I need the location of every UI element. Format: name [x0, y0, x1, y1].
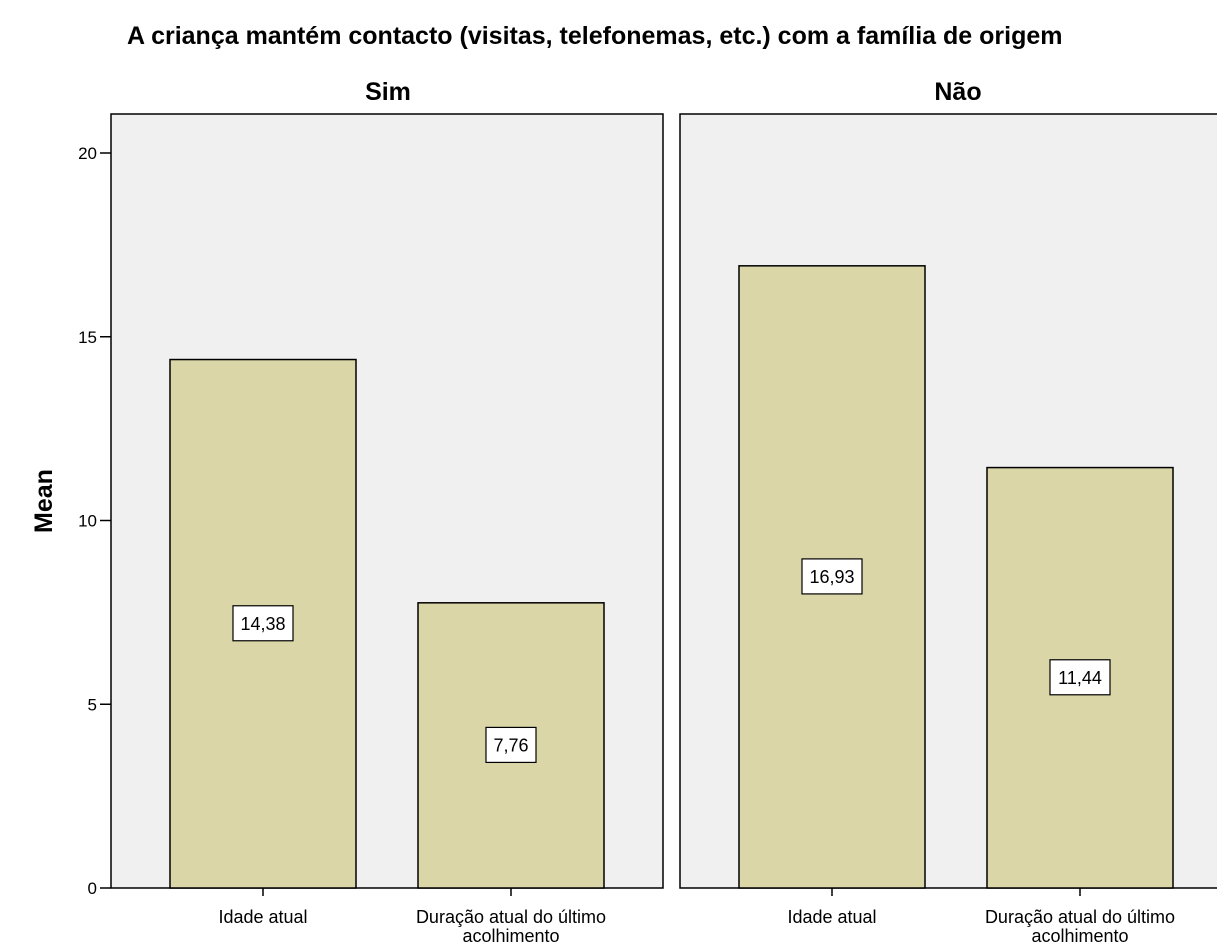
y-tick-label: 20	[78, 144, 97, 163]
y-tick-label: 15	[78, 328, 97, 347]
panel-2: Não 16,93 Idade atual 11,44 Duração atual do…	[679, 78, 1217, 945]
chart-panels: Sim 14,38 Idade atual 7,76 Duração atual do …	[110, 78, 1217, 945]
category-label: Duração atual do último	[416, 907, 606, 927]
panel-title: Não	[934, 78, 981, 106]
data-label-box	[232, 605, 294, 642]
data-label: 7,76	[493, 735, 528, 755]
category-label: acolhimento	[462, 926, 559, 945]
data-label: 14,38	[240, 614, 285, 634]
y-tick-label: 10	[78, 512, 97, 531]
y-axis: 0 5 10 15 20	[78, 144, 111, 898]
y-axis-label: Mean	[30, 469, 58, 533]
data-label: 16,93	[809, 567, 854, 587]
category-label: Idade atual	[218, 907, 307, 927]
y-tick-label: 5	[88, 695, 97, 714]
category-label: Idade atual	[787, 907, 876, 927]
data-label-box	[485, 726, 537, 764]
data-label-box	[801, 558, 863, 595]
panel-title: Sim	[365, 78, 411, 106]
category-label: acolhimento	[1031, 926, 1128, 945]
panel-1: Sim 14,38 Idade atual 7,76 Duração atual do …	[110, 78, 664, 945]
category-label: Duração atual do último	[985, 907, 1175, 927]
chart-title: A criança mantém contacto (visitas, tele…	[127, 22, 1063, 50]
data-label: 11,44	[1058, 668, 1102, 688]
y-tick-label: 0	[88, 879, 97, 898]
data-label-box	[1049, 659, 1111, 696]
